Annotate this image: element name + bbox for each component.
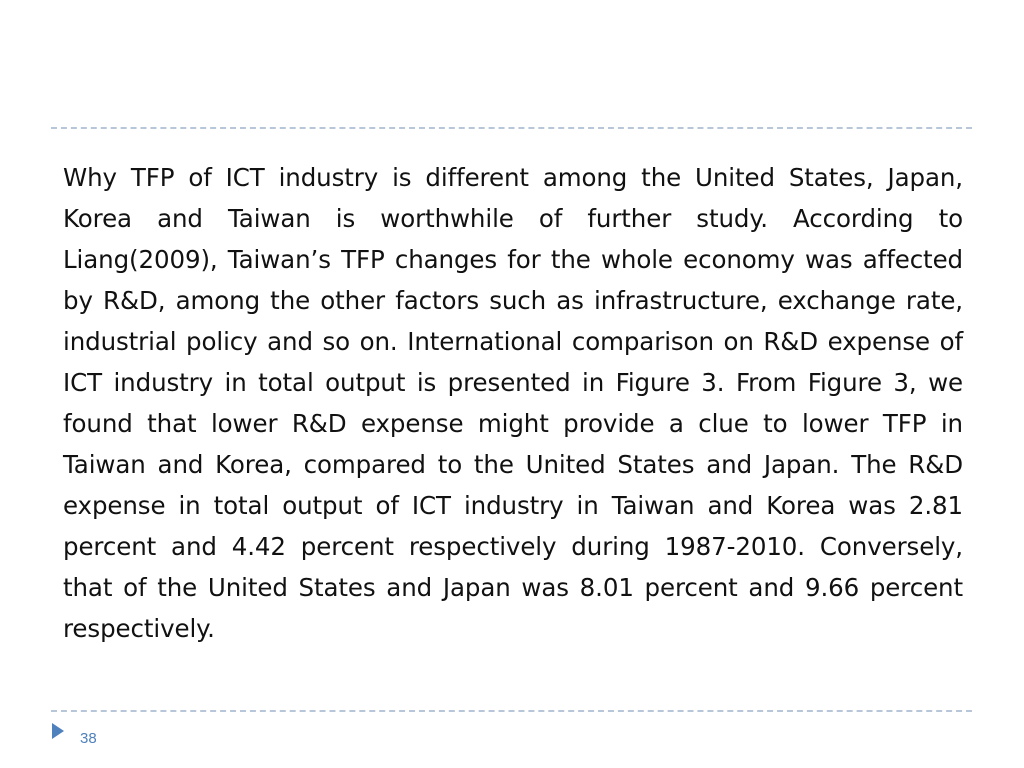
top-divider	[51, 127, 972, 129]
body-paragraph: Why TFP of ICT industry is different amo…	[63, 163, 963, 643]
triangle-bullet-icon	[52, 723, 64, 739]
page-number: 38	[80, 730, 97, 747]
bottom-divider	[51, 710, 972, 712]
